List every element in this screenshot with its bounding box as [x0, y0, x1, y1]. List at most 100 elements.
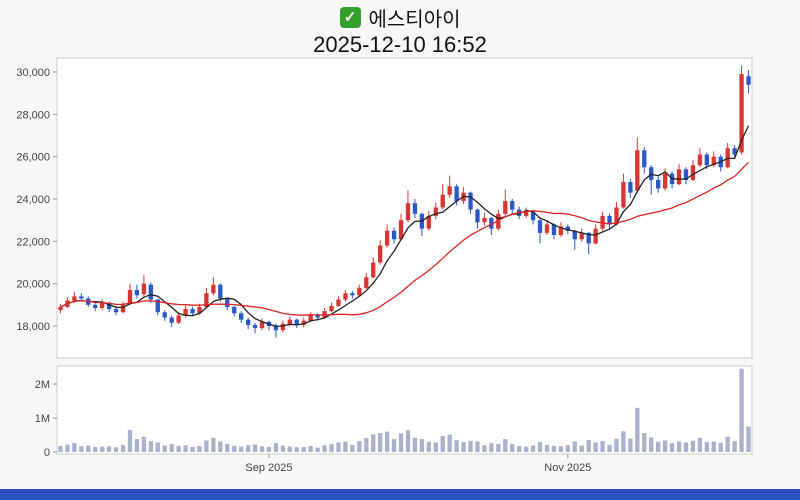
candle: [656, 176, 661, 193]
candle: [176, 312, 181, 324]
volume-bar: [315, 447, 320, 452]
candle: [565, 224, 570, 234]
candle: [628, 178, 633, 198]
candle: [642, 147, 647, 174]
candle: [510, 199, 515, 214]
volume-bar: [72, 443, 77, 452]
volume-bar: [683, 442, 689, 452]
volume-bar: [607, 444, 612, 452]
volume-bar: [329, 444, 334, 452]
volume-bar: [690, 440, 696, 452]
volume-bar: [642, 432, 647, 452]
volume-bar: [239, 446, 244, 452]
volume-bar: [364, 438, 369, 452]
volume-bars-group: [58, 368, 751, 452]
volume-bar: [530, 445, 536, 452]
volume-bar: [273, 443, 279, 452]
candle: [343, 290, 348, 302]
ma20-line: [60, 161, 749, 316]
price-tick-label: 30,000: [16, 67, 50, 79]
candle: [544, 220, 550, 235]
volume-bar: [134, 439, 140, 452]
candle: [405, 190, 411, 223]
candle: [732, 145, 737, 159]
volume-bar: [461, 442, 466, 452]
candle: [350, 291, 355, 299]
volume-axis: 2M 1M 0: [35, 379, 57, 459]
ma5-line: [60, 125, 750, 327]
volume-bar: [517, 445, 522, 452]
volume-bar: [308, 445, 313, 452]
volume-bar: [343, 441, 348, 452]
volume-bar: [440, 436, 445, 452]
candle: [586, 231, 591, 255]
candle: [607, 213, 612, 229]
volume-bar: [301, 446, 306, 452]
volume-bar: [169, 444, 174, 452]
volume-bar: [489, 443, 494, 452]
candle: [558, 222, 564, 238]
volume-bar: [266, 446, 272, 452]
volume-bar: [106, 446, 112, 452]
volume-bar: [79, 446, 84, 452]
volume-bar: [211, 437, 216, 452]
volume-bar: [586, 440, 591, 452]
volume-bar: [510, 444, 515, 452]
volume-bar: [704, 442, 709, 452]
candle: [169, 315, 174, 328]
volume-bar: [523, 446, 529, 452]
volume-bar: [58, 445, 63, 452]
volume-bar: [412, 437, 418, 452]
volume-bar: [294, 447, 299, 452]
price-pane: [56, 57, 753, 359]
volume-bar: [447, 434, 452, 452]
volume-bar: [391, 439, 397, 452]
candle: [252, 322, 258, 334]
volume-bar: [120, 444, 126, 452]
candle: [100, 299, 105, 311]
candle: [649, 165, 654, 195]
volume-bar: [697, 437, 703, 452]
volume-bar: [225, 443, 230, 452]
volume-bar: [155, 442, 160, 452]
candle: [530, 210, 536, 225]
candle: [621, 173, 626, 209]
volume-bar: [496, 443, 501, 452]
candle: [635, 137, 640, 193]
candle: [447, 175, 452, 198]
volume-bar: [468, 440, 473, 452]
candle: [412, 199, 418, 219]
volume-bar: [148, 441, 153, 452]
price-axis: 30,000 28,000 26,000 24,000 22,000 20,000 18,0…: [16, 67, 57, 333]
volume-bar: [371, 434, 376, 452]
volume-bar: [100, 446, 105, 452]
volume-bar: [669, 443, 675, 452]
volume-bar: [628, 438, 633, 452]
volume-bar: [537, 442, 543, 452]
candle: [503, 189, 508, 216]
volume-bar: [551, 445, 557, 452]
candle: [391, 227, 397, 244]
candle: [676, 164, 682, 186]
candle: [301, 317, 306, 328]
candle: [697, 148, 703, 168]
volume-bar: [350, 444, 355, 452]
candle: [572, 229, 577, 250]
volume-bar: [579, 445, 584, 452]
candle: [551, 223, 557, 240]
volume-bar: [357, 441, 362, 452]
price-tick-label: 22,000: [16, 236, 50, 248]
volume-bar: [558, 446, 564, 452]
volume-bar: [718, 442, 723, 452]
candle: [245, 317, 251, 330]
candle: [468, 191, 473, 214]
candle: [475, 208, 480, 229]
candle: [537, 219, 543, 244]
candle: [232, 305, 237, 317]
volume-bar: [600, 441, 605, 452]
candle: [600, 211, 605, 231]
volume-bar: [204, 440, 209, 452]
candle: [148, 282, 153, 303]
volume-bar: [162, 445, 167, 452]
volume-bar: [746, 426, 751, 452]
